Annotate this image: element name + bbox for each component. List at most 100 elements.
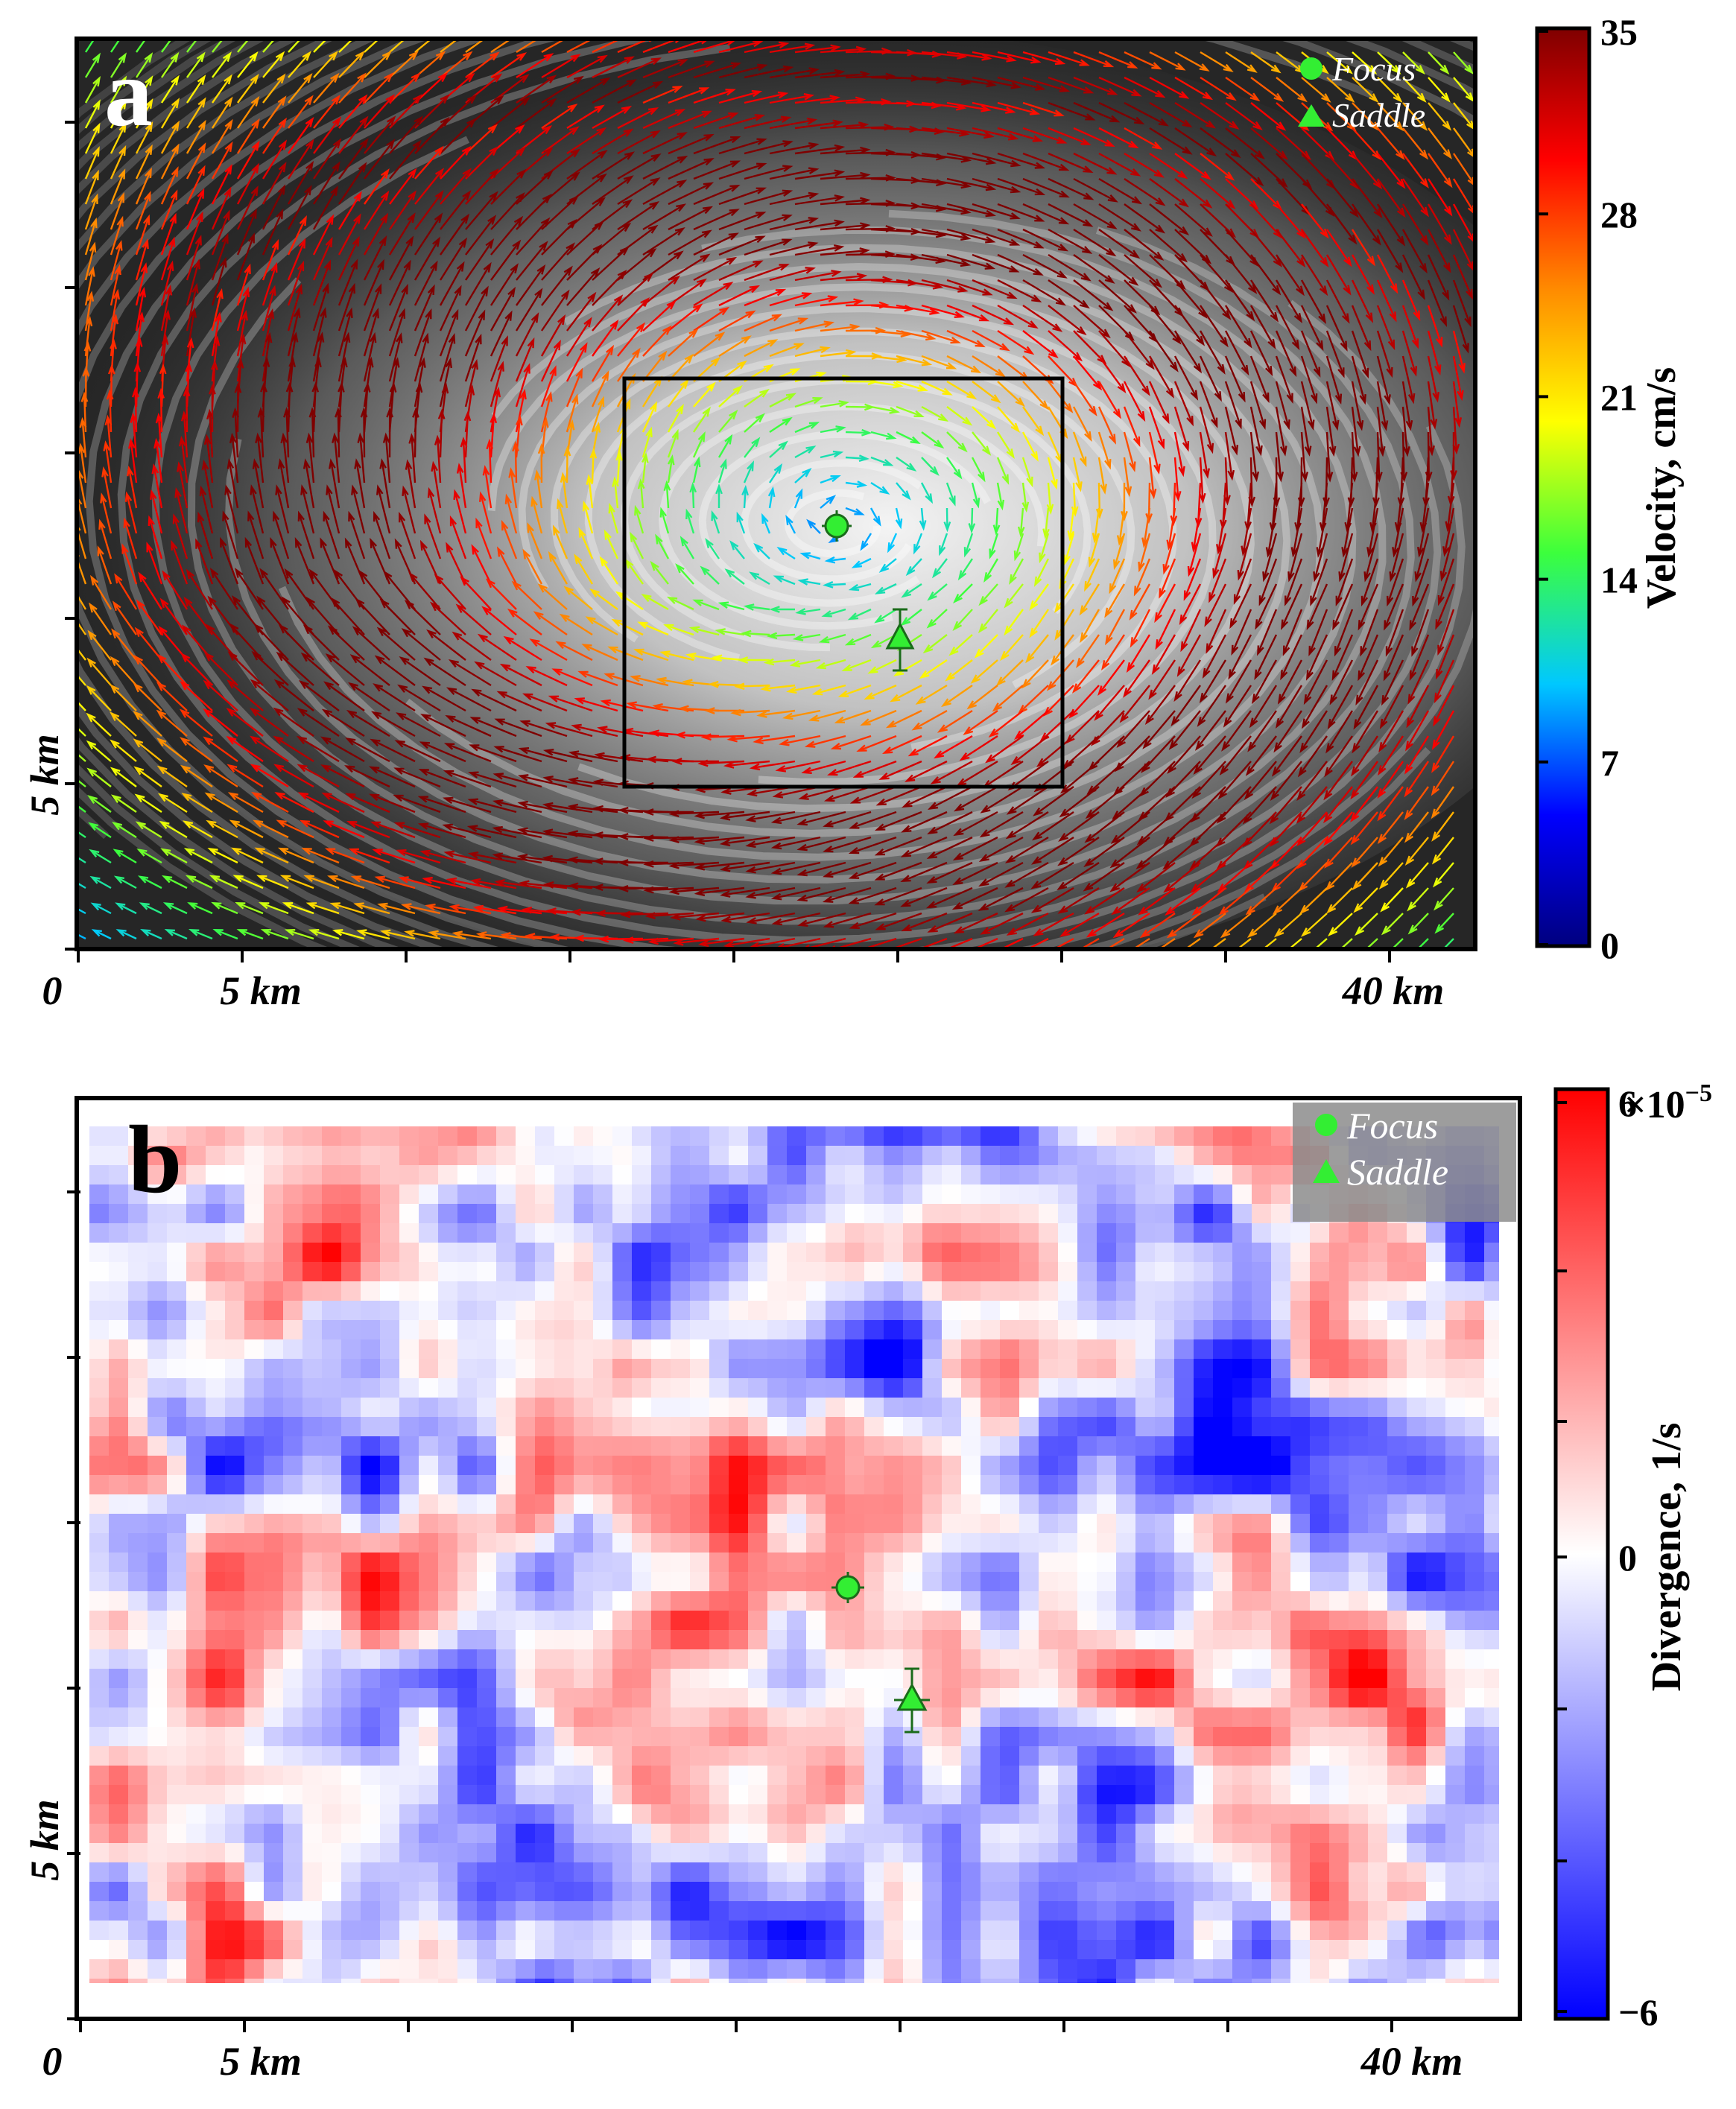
velocity-vector [552,524,568,559]
divergence-cell [1252,1320,1272,1340]
velocity-vector [946,431,968,453]
divergence-cell [651,1301,671,1321]
divergence-cell [884,1649,904,1669]
velocity-vector [1109,558,1126,594]
velocity-vector [1173,406,1190,452]
velocity-vector [694,861,745,871]
divergence-cell [554,1611,574,1631]
velocity-vector [668,861,720,869]
divergence-cell [264,1165,284,1185]
divergence-cell [1155,1611,1175,1631]
divergence-cell [671,1707,691,1728]
velocity-vector [954,785,998,812]
divergence-cell [1058,1281,1078,1301]
velocity-vector [566,54,608,79]
divergence-cell [1058,1339,1078,1360]
divergence-cell [632,1223,652,1243]
divergence-cell [1329,1707,1349,1728]
divergence-cell [1039,1378,1059,1398]
velocity-vector [864,684,897,700]
velocity-vector [446,687,492,712]
velocity-vector [921,380,953,396]
divergence-cell [1387,1804,1407,1824]
divergence-cell [1271,1339,1291,1360]
divergence-cell [845,1611,865,1631]
velocity-vector [439,308,459,357]
velocity-vector [278,624,314,661]
velocity-vector [541,242,575,281]
velocity-vector [968,507,976,534]
velocity-vector [1059,761,1100,794]
divergence-cell [709,1126,729,1147]
velocity-vector [770,861,821,875]
divergence-cell [554,1398,574,1418]
velocity-vector [313,116,342,154]
divergence-cell [690,1727,710,1747]
divergence-cell [903,1494,923,1515]
velocity-vector [161,51,180,78]
divergence-cell [690,1281,710,1301]
divergence-cell [1484,1611,1499,1631]
divergence-cell [438,1630,458,1650]
divergence-cell [1271,1359,1291,1379]
divergence-cell [341,1804,361,1824]
divergence-cell [1232,1320,1252,1340]
divergence-cell [922,1417,943,1437]
divergence-cell [1387,1611,1407,1631]
velocity-vector [1073,355,1103,391]
velocity-vector [1098,51,1138,69]
divergence-cell [1232,1572,1252,1592]
divergence-cell [922,1126,943,1147]
velocity-vector [471,544,492,585]
divergence-cell [1465,1727,1485,1747]
divergence-cell [845,1223,865,1243]
divergence-cell [283,1475,303,1495]
divergence-cell [109,1843,129,1863]
divergence-cell [826,1204,846,1224]
divergence-cell [109,1184,129,1205]
divergence-cell [845,1766,865,1786]
divergence-cell [380,1630,400,1650]
divergence-cell [206,1843,226,1863]
divergence-cell [1349,1746,1369,1766]
velocity-vector [617,272,654,306]
divergence-cell [554,1243,574,1263]
divergence-cell [1039,1862,1059,1883]
divergence-cell [1213,1514,1233,1534]
divergence-cell [612,1843,633,1863]
velocity-vector [1323,761,1353,801]
velocity-vector [1435,634,1455,680]
divergence-cell [690,1359,710,1379]
velocity-vector [397,684,441,712]
divergence-cell [709,1494,729,1515]
velocity-vector [637,478,645,509]
divergence-cell [419,1804,439,1824]
divergence-cell [419,1649,439,1669]
divergence-cell [903,1475,923,1495]
velocity-vector [1148,355,1174,399]
divergence-cell [961,1572,981,1592]
velocity-vector [597,726,644,738]
divergence-cell [341,1436,361,1456]
divergence-cell [981,1456,1001,1476]
velocity-vector [503,635,542,662]
divergence-cell [167,1572,187,1592]
divergence-cell [1116,1630,1136,1650]
divergence-cell [341,1301,361,1321]
velocity-vector [534,469,543,509]
divergence-cell [767,1649,788,1669]
divergence-cell [1465,1746,1485,1766]
divergence-cell [399,1553,419,1573]
velocity-vector [746,912,796,925]
velocity-vector [744,65,794,79]
divergence-cell [1213,1262,1233,1282]
divergence-cell [767,1553,788,1573]
divergence-cell [341,1223,361,1243]
velocity-vector [769,317,809,332]
divergence-cell [264,1572,284,1592]
divergence-cell [438,1688,458,1708]
divergence-cell [787,1669,807,1689]
velocity-vector [1245,735,1277,776]
velocity-vector [1431,761,1455,796]
divergence-cell [612,1746,633,1766]
